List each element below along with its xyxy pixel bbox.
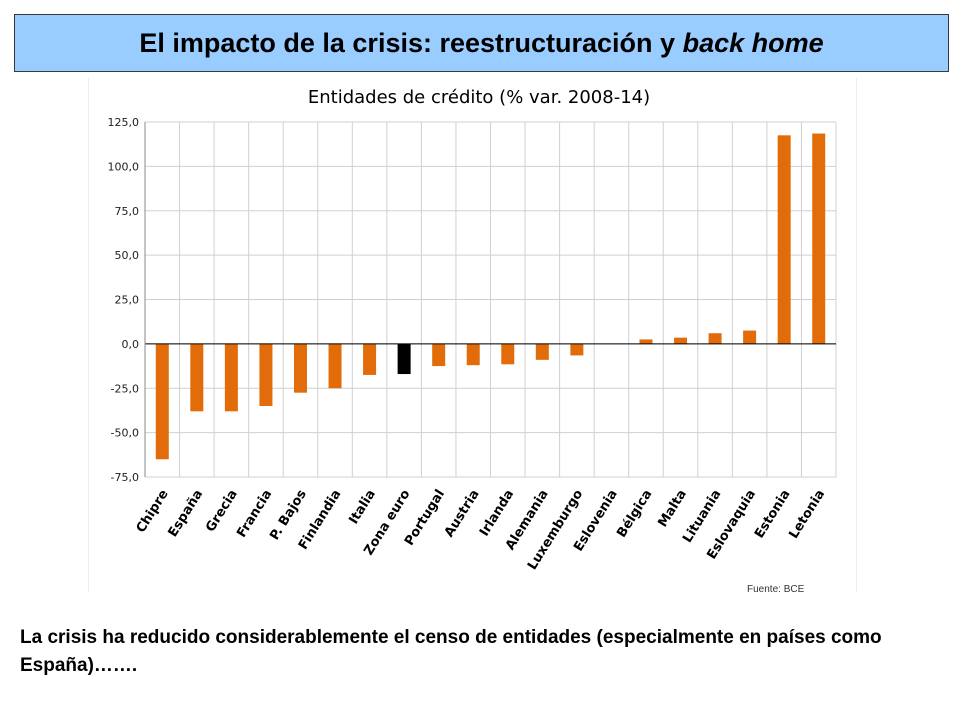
x-tick-label: España (166, 487, 207, 540)
y-tick-label: -25,0 (111, 382, 139, 395)
bar (397, 343, 411, 375)
y-tick-label: 75,0 (115, 205, 140, 218)
bar (535, 343, 549, 360)
y-tick-label: 50,0 (115, 249, 140, 262)
x-tick-label: Grecia (203, 487, 241, 535)
x-tick-label: Malta (655, 487, 690, 530)
bar (466, 343, 480, 366)
bar (812, 133, 826, 344)
chart-panel: Entidades de crédito (% var. 2008-14) 12… (88, 78, 857, 592)
chart-title: Entidades de crédito (% var. 2008-14) (308, 87, 650, 108)
grid-lines (144, 121, 837, 478)
bar (501, 343, 515, 365)
bar (293, 343, 307, 393)
bar (570, 343, 584, 356)
y-tick-label: 25,0 (115, 294, 140, 307)
title-banner: El impacto de la crisis: reestructuració… (14, 14, 949, 72)
bar (777, 135, 791, 344)
y-tick-label: -75,0 (111, 471, 139, 484)
x-tick-label: Italia (346, 487, 379, 527)
bar (224, 343, 238, 412)
y-tick-label: 0,0 (122, 338, 140, 351)
slide-title-main: El impacto de la crisis: reestructuració… (139, 27, 683, 58)
bar (155, 343, 169, 460)
source-note: Fuente: BCE (747, 584, 805, 595)
bars (155, 133, 826, 460)
y-tick-label: 125,0 (108, 116, 140, 129)
bar-chart: Entidades de crédito (% var. 2008-14) 12… (108, 87, 837, 573)
y-tick-labels: 125,0 100,0 75,0 50,0 25,0 0,0 -25,0 -50,0 -75,0 (108, 116, 140, 484)
bar (259, 343, 273, 406)
y-tick-label: -50,0 (111, 427, 139, 440)
bar (743, 330, 757, 344)
slide-title-emphasis: back home (682, 27, 824, 58)
y-tick-label: 100,0 (108, 160, 140, 173)
bar (639, 339, 653, 344)
bar (190, 343, 204, 412)
bar (432, 343, 446, 367)
bar (674, 337, 688, 344)
x-tick-label: Chipre (134, 487, 172, 536)
caption-text: La crisis ha reducido considerablemente … (20, 627, 882, 676)
bar (328, 343, 342, 389)
bar (363, 343, 377, 375)
slide-title: El impacto de la crisis: reestructuració… (139, 28, 823, 59)
bar (708, 333, 722, 344)
